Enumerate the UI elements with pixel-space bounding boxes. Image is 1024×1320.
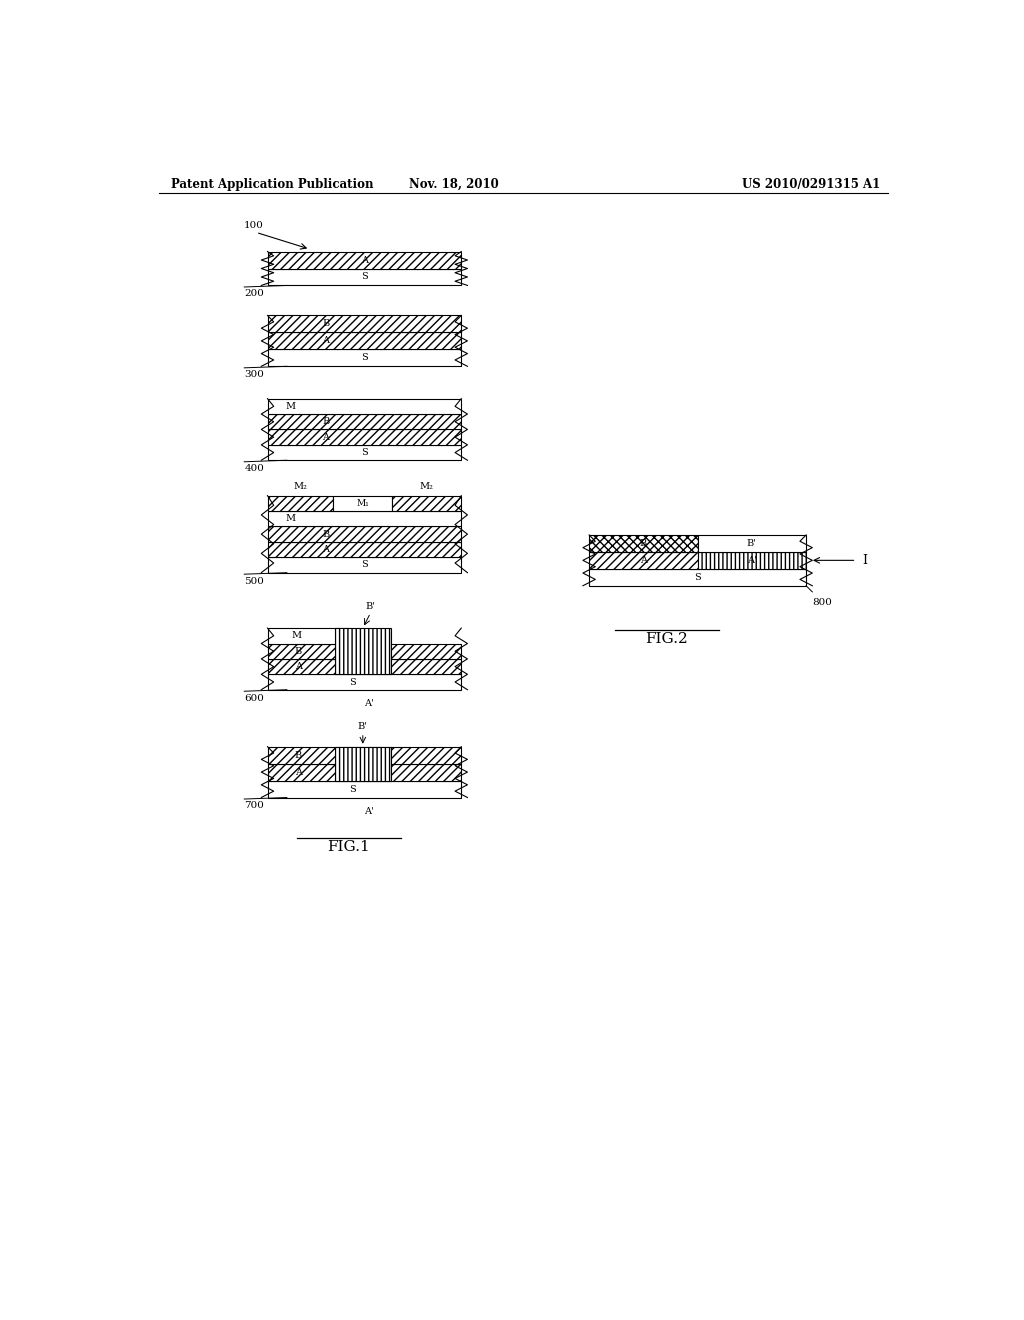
Text: A': A' <box>746 556 757 565</box>
Bar <box>335 628 391 675</box>
Text: S: S <box>361 354 368 362</box>
Bar <box>267 429 461 445</box>
Text: A: A <box>295 663 302 671</box>
Text: FIG.2: FIG.2 <box>645 632 688 645</box>
Text: B': B' <box>746 539 757 548</box>
Text: A: A <box>295 768 302 776</box>
Text: A: A <box>360 256 368 264</box>
Text: 300: 300 <box>245 370 264 379</box>
Bar <box>335 747 391 780</box>
Text: Nov. 18, 2010: Nov. 18, 2010 <box>409 178 499 190</box>
Bar <box>267 333 461 350</box>
Text: B: B <box>295 647 302 656</box>
Text: B: B <box>322 529 330 539</box>
Bar <box>267 644 461 659</box>
Text: S: S <box>349 677 356 686</box>
Bar <box>697 535 806 552</box>
Bar <box>589 552 697 569</box>
Bar <box>334 495 391 511</box>
Text: M: M <box>286 401 296 411</box>
Bar <box>267 527 461 543</box>
Text: M₁: M₁ <box>356 499 369 508</box>
Text: A: A <box>323 433 329 442</box>
Text: Patent Application Publication: Patent Application Publication <box>171 178 373 190</box>
Text: B: B <box>640 539 647 548</box>
Bar <box>697 552 806 569</box>
Bar <box>267 350 461 367</box>
Text: M₂: M₂ <box>294 482 307 491</box>
Text: 500: 500 <box>245 577 264 586</box>
Text: S: S <box>361 561 368 569</box>
Text: S: S <box>349 784 356 793</box>
Text: 200: 200 <box>245 289 264 298</box>
Text: B: B <box>295 751 302 759</box>
Text: A: A <box>323 545 329 554</box>
Text: B': B' <box>357 722 368 731</box>
Text: S: S <box>361 447 368 457</box>
Bar <box>267 252 461 268</box>
Text: M: M <box>286 515 296 523</box>
Text: 400: 400 <box>245 465 264 473</box>
Bar <box>267 495 334 511</box>
Text: M: M <box>292 631 302 640</box>
Text: 600: 600 <box>245 693 264 702</box>
Text: 800: 800 <box>812 598 833 607</box>
Bar <box>267 763 461 780</box>
Text: A: A <box>323 337 329 346</box>
Text: A': A' <box>365 700 374 708</box>
Bar <box>267 399 461 414</box>
Bar <box>267 557 461 573</box>
Text: S: S <box>361 272 368 281</box>
Bar <box>267 543 461 557</box>
Bar <box>391 495 461 511</box>
Bar <box>589 535 697 552</box>
Bar <box>267 511 461 527</box>
Text: FIG.1: FIG.1 <box>328 840 371 854</box>
Text: A: A <box>640 556 647 565</box>
Text: US 2010/0291315 A1: US 2010/0291315 A1 <box>741 178 880 190</box>
Text: I: I <box>862 554 867 566</box>
Text: 100: 100 <box>245 220 264 230</box>
Text: B: B <box>322 319 330 329</box>
Bar <box>267 315 461 333</box>
Bar <box>267 659 461 675</box>
Text: B': B' <box>366 602 376 611</box>
Text: 700: 700 <box>245 801 264 810</box>
Bar <box>267 747 461 763</box>
Bar <box>267 268 461 285</box>
Bar <box>267 445 461 461</box>
Bar <box>267 675 461 689</box>
Bar <box>267 414 461 429</box>
Bar <box>267 780 461 797</box>
Text: M₂: M₂ <box>420 482 433 491</box>
Text: A': A' <box>365 807 374 816</box>
Bar <box>589 569 806 586</box>
Bar <box>267 628 349 644</box>
Text: B: B <box>322 417 330 426</box>
Text: S: S <box>694 573 701 582</box>
